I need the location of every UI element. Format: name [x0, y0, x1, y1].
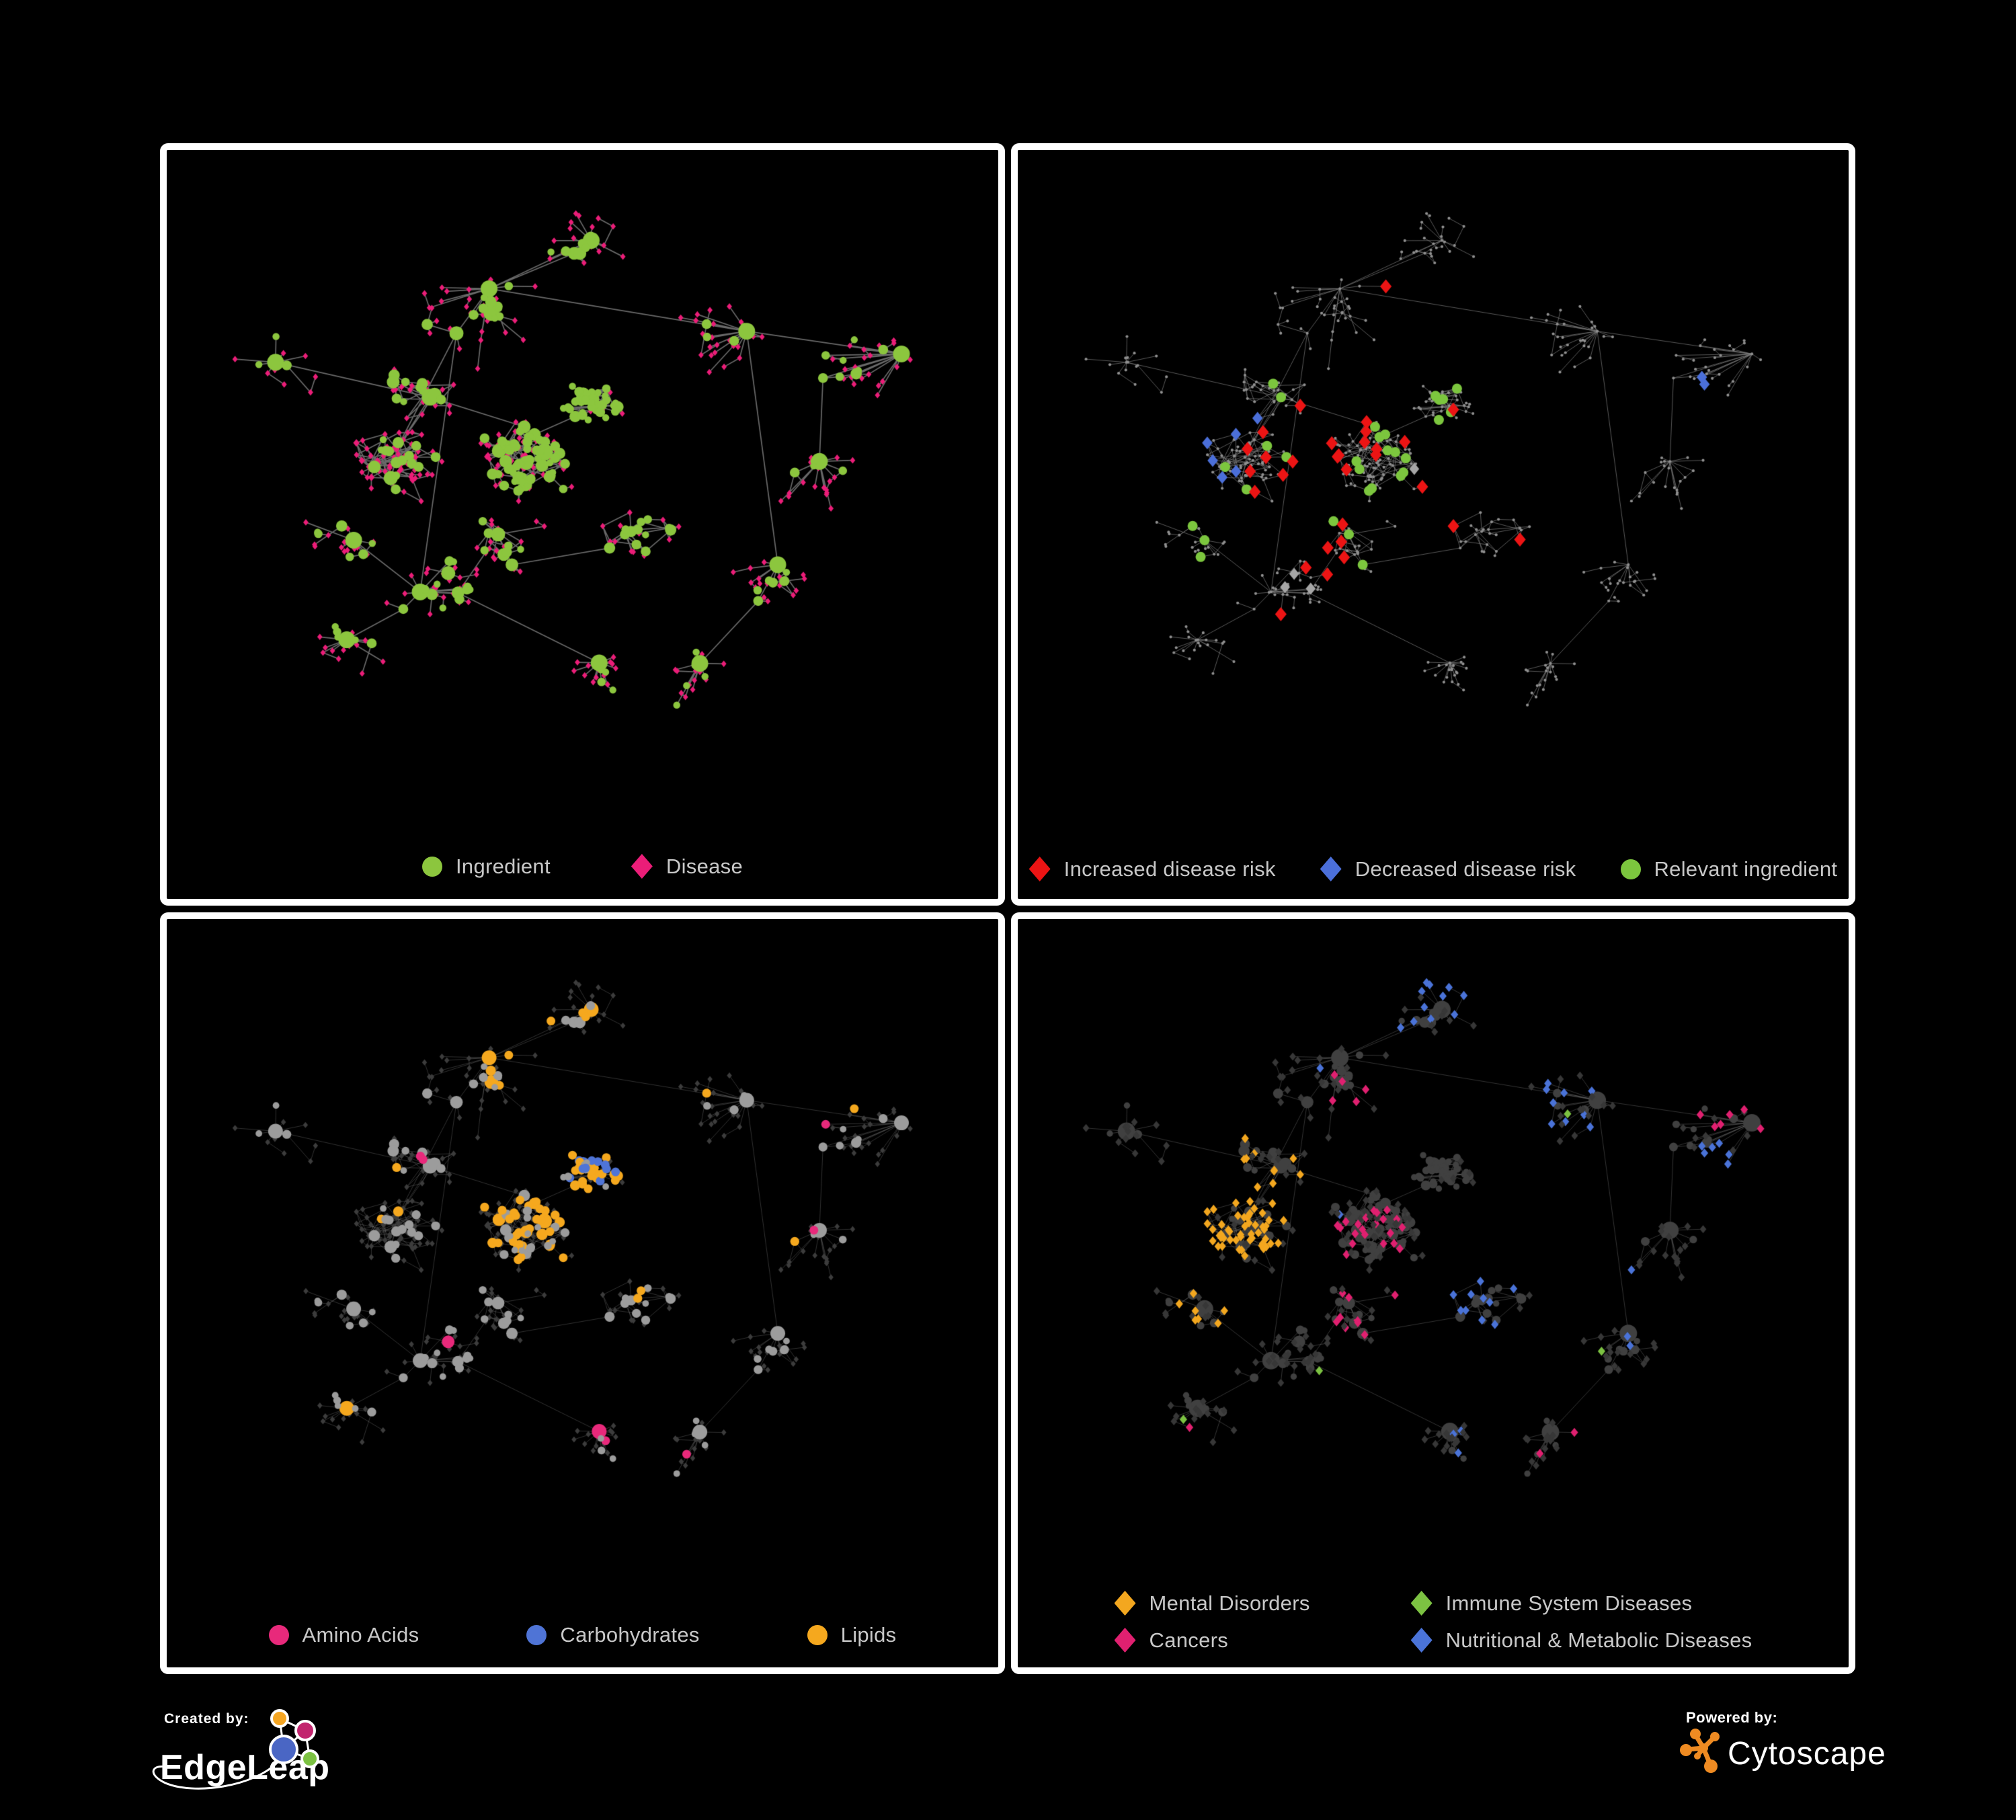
- immune-diseases-diamond-marker: [1410, 1591, 1433, 1616]
- legend-item: Lipids: [807, 1623, 897, 1647]
- legend-disease-categories: Mental Disorders Immune System Diseases …: [1018, 1591, 1849, 1653]
- legend-item: Amino Acids: [268, 1623, 419, 1647]
- legend-ingredient-disease: Ingredient Disease: [167, 854, 998, 879]
- legend-label: Decreased disease risk: [1355, 857, 1576, 881]
- edgeleap-orange-node: [270, 1709, 289, 1728]
- legend-item: Ingredient: [422, 855, 551, 879]
- edgeleap-logo: Created by: EdgeLeap: [152, 1709, 329, 1790]
- panel-ingredient-disease: Ingredient Disease: [160, 143, 1005, 906]
- cytoscape-logo: Powered by: Cytoscape: [1680, 1709, 1886, 1773]
- cytoscape-icon-node: [1690, 1729, 1701, 1739]
- network-view-disease-categories: [1018, 919, 1849, 1667]
- cytoscape-icon-node: [1710, 1732, 1720, 1741]
- legend-item: Increased disease risk: [1029, 857, 1276, 881]
- legend-item: Mental Disorders: [1114, 1591, 1310, 1616]
- legend-item: Immune System Diseases: [1410, 1591, 1693, 1616]
- edgeleap-network-icon: [152, 1709, 319, 1790]
- legend-label: Cancers: [1149, 1628, 1229, 1652]
- legend-label: Carbohydrates: [560, 1623, 700, 1647]
- cytoscape-icon-edges: [1687, 1733, 1716, 1766]
- panel-nutrient-classes: Amino Acids Carbohydrates Lipids: [160, 912, 1005, 1674]
- legend-nutrient-classes: Amino Acids Carbohydrates Lipids: [167, 1623, 998, 1647]
- network-view-nutrient-classes: [167, 919, 998, 1667]
- cytoscape-icon: [1680, 1729, 1720, 1773]
- cytoscape-icon-node: [1704, 1759, 1718, 1773]
- legend-item: Carbohydrates: [526, 1623, 699, 1647]
- legend-label: Increased disease risk: [1063, 857, 1276, 881]
- nutritional-metabolic-diamond-marker: [1410, 1628, 1433, 1653]
- amino-acids-circle-marker: [268, 1625, 289, 1645]
- legend-item: Disease: [631, 854, 743, 879]
- network-view-disease-risk: [1018, 150, 1849, 899]
- legend-label: Lipids: [840, 1623, 897, 1647]
- legend-item: Nutritional & Metabolic Diseases: [1410, 1628, 1752, 1653]
- relevant-ingredient-circle-marker: [1620, 859, 1641, 879]
- created-by-label: Created by:: [164, 1711, 249, 1727]
- edgeleap-swoosh: [152, 1760, 280, 1790]
- panel-disease-risk: Increased disease risk Decreased disease…: [1011, 143, 1855, 906]
- increased-risk-diamond-marker: [1029, 857, 1051, 881]
- cytoscape-icon-node: [1680, 1744, 1692, 1756]
- edgeleap-green-node: [300, 1749, 319, 1768]
- decreased-risk-diamond-marker: [1320, 857, 1342, 881]
- ingredient-circle-marker: [422, 856, 442, 877]
- lipids-circle-marker: [807, 1625, 828, 1645]
- legend-label: Immune System Diseases: [1445, 1591, 1693, 1615]
- carbohydrates-circle-marker: [526, 1625, 547, 1645]
- powered-by-label: Powered by:: [1686, 1709, 1777, 1726]
- network-view-ingredient-disease: [167, 150, 998, 899]
- cancers-diamond-marker: [1114, 1628, 1136, 1653]
- legend-label: Disease: [666, 854, 743, 878]
- edgeleap-blue-node: [269, 1735, 298, 1764]
- legend-item: Decreased disease risk: [1320, 857, 1576, 881]
- legend-item: Cancers: [1114, 1628, 1229, 1653]
- mental-disorders-diamond-marker: [1114, 1591, 1136, 1616]
- legend-item: Relevant ingredient: [1620, 857, 1838, 881]
- cytoscape-icon-node: [1699, 1743, 1708, 1753]
- cytoscape-wordmark: Cytoscape: [1728, 1736, 1886, 1772]
- legend-label: Mental Disorders: [1149, 1591, 1310, 1615]
- legend-label: Nutritional & Metabolic Diseases: [1445, 1628, 1752, 1652]
- legend-disease-risk: Increased disease risk Decreased disease…: [1018, 857, 1849, 881]
- cytoscape-icon-node: [1694, 1753, 1701, 1759]
- legend-label: Amino Acids: [302, 1623, 419, 1647]
- disease-diamond-marker: [631, 854, 653, 879]
- panel-disease-categories: Mental Disorders Immune System Diseases …: [1011, 912, 1855, 1674]
- legend-label: Ingredient: [456, 854, 551, 878]
- legend-label: Relevant ingredient: [1654, 857, 1838, 881]
- edgeleap-magenta-node: [294, 1720, 316, 1741]
